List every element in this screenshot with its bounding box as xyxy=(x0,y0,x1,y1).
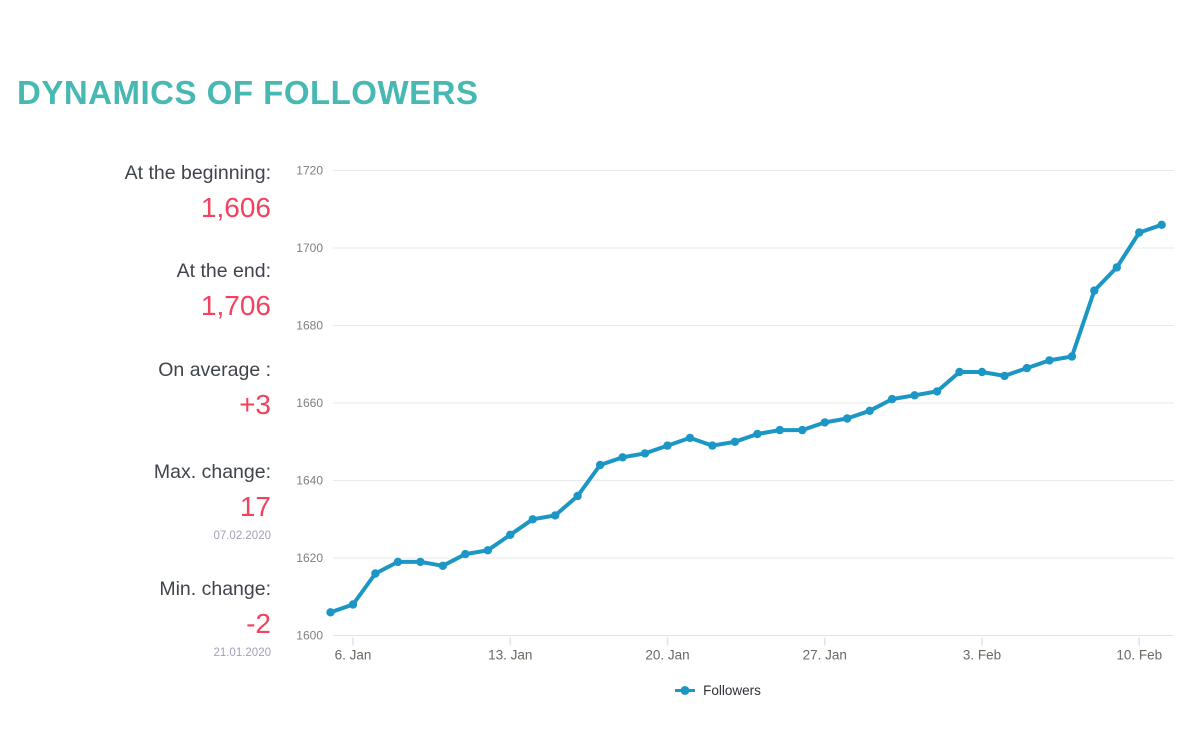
y-tick-label: 1640 xyxy=(296,474,323,488)
x-tick-label: 3. Feb xyxy=(963,648,1001,663)
stat-average: On average : +3 xyxy=(0,358,271,420)
stat-beginning-value: 1,606 xyxy=(200,192,271,223)
data-point[interactable] xyxy=(1112,263,1121,272)
stat-max-change-label: Max. change: xyxy=(153,461,271,483)
stat-min-change-label: Min. change: xyxy=(159,578,271,600)
data-point[interactable] xyxy=(753,429,762,439)
data-point[interactable] xyxy=(461,549,470,559)
data-point[interactable] xyxy=(955,367,964,377)
stat-end-label: At the end: xyxy=(176,260,271,282)
stat-average-value: +3 xyxy=(239,389,271,420)
stat-min-change-value: -2 xyxy=(246,608,271,639)
data-point[interactable] xyxy=(977,367,987,377)
data-point[interactable] xyxy=(865,406,874,415)
stat-end: At the end: 1,706 xyxy=(0,259,271,321)
data-point[interactable] xyxy=(551,511,560,520)
data-point[interactable] xyxy=(685,433,695,443)
stat-beginning-label: At the beginning: xyxy=(124,162,271,184)
data-point[interactable] xyxy=(1135,228,1144,237)
data-point[interactable] xyxy=(708,441,717,450)
data-point[interactable] xyxy=(371,569,380,578)
line-marker-icon xyxy=(675,686,696,695)
data-point[interactable] xyxy=(820,418,829,427)
data-point[interactable] xyxy=(595,460,605,470)
stat-end-value: 1,706 xyxy=(200,290,271,321)
data-point[interactable] xyxy=(798,425,807,435)
y-tick-label: 1700 xyxy=(296,241,323,255)
data-point[interactable] xyxy=(1157,220,1166,229)
data-point[interactable] xyxy=(1045,356,1054,365)
data-point[interactable] xyxy=(573,491,582,501)
x-tick-label: 10. Feb xyxy=(1116,648,1162,663)
x-tick-label: 27. Jan xyxy=(803,648,847,663)
y-tick-label: 1620 xyxy=(296,551,323,565)
stat-min-change-date: 21.01.2020 xyxy=(213,647,271,659)
data-point[interactable] xyxy=(393,557,403,567)
y-tick-label: 1680 xyxy=(296,319,323,333)
data-point[interactable] xyxy=(663,441,672,450)
x-tick-label: 20. Jan xyxy=(645,648,689,663)
data-point[interactable] xyxy=(506,530,515,539)
data-point[interactable] xyxy=(1090,286,1099,295)
data-point[interactable] xyxy=(640,449,650,458)
data-point[interactable] xyxy=(932,387,942,396)
stat-average-label: On average : xyxy=(158,359,271,381)
data-point[interactable] xyxy=(1067,352,1077,361)
data-point[interactable] xyxy=(887,394,897,404)
data-point[interactable] xyxy=(910,391,919,400)
stat-max-change: Max. change: 17 07.02.2020 xyxy=(0,460,271,543)
y-tick-label: 1600 xyxy=(296,629,323,643)
y-tick-label: 1660 xyxy=(296,396,323,410)
page-title: DYNAMICS OF FOLLOWERS xyxy=(17,74,479,112)
legend-label: Followers xyxy=(703,683,761,698)
data-point[interactable] xyxy=(416,557,425,567)
stat-max-change-date: 07.02.2020 xyxy=(213,530,271,542)
data-point[interactable] xyxy=(730,437,740,446)
followers-line xyxy=(328,222,1164,615)
x-tick-label: 6. Jan xyxy=(335,648,372,663)
legend: Followers xyxy=(283,683,1153,698)
followers-legend-item[interactable]: Followers xyxy=(675,683,761,698)
x-tick-label: 13. Jan xyxy=(488,648,532,663)
data-point[interactable] xyxy=(1022,363,1032,373)
followers-chart: 1600 1620 1640 1660 1680 1700 1720 6. Jan 13. Ja… xyxy=(283,150,1196,695)
data-point[interactable] xyxy=(326,608,335,617)
stats-panel: At the beginning: 1,606 At the end: 1,70… xyxy=(0,0,271,752)
data-point[interactable] xyxy=(438,561,447,570)
followers-chart-svg: 1600 1620 1640 1660 1680 1700 1720 6. Jan 13. Ja… xyxy=(296,164,1174,663)
data-point[interactable] xyxy=(843,414,852,423)
data-point[interactable] xyxy=(348,600,358,609)
stat-beginning: At the beginning: 1,606 xyxy=(0,161,271,223)
y-tick-label: 1720 xyxy=(296,164,323,178)
data-point[interactable] xyxy=(528,515,537,524)
data-point[interactable] xyxy=(618,453,627,462)
data-point[interactable] xyxy=(483,546,492,555)
stat-max-change-value: 17 xyxy=(239,491,271,522)
stat-min-change: Min. change: -2 21.01.2020 xyxy=(0,577,271,660)
data-point[interactable] xyxy=(1000,371,1009,381)
data-point[interactable] xyxy=(775,425,784,435)
